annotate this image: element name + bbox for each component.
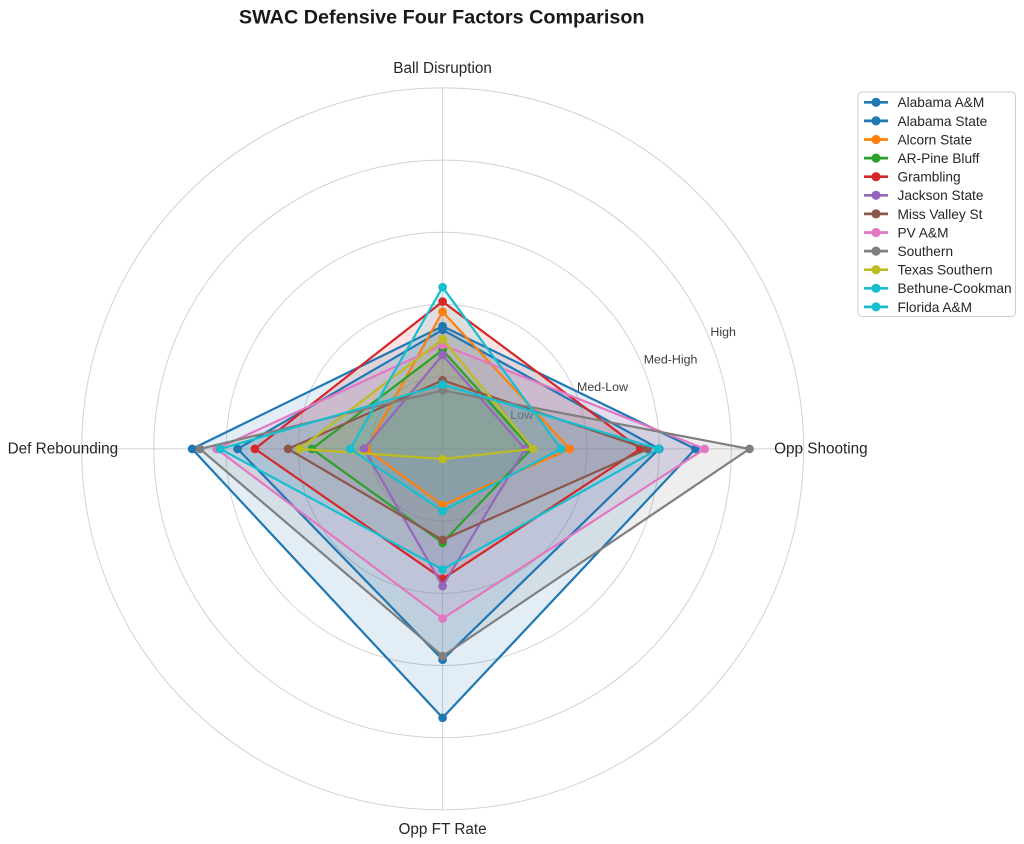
svg-text:Southern: Southern [898, 244, 954, 259]
svg-text:AR-Pine Bluff: AR-Pine Bluff [898, 151, 980, 166]
svg-text:Opp Shooting: Opp Shooting [774, 441, 868, 458]
svg-text:Florida A&M: Florida A&M [898, 300, 973, 315]
svg-text:Alcorn State: Alcorn State [898, 132, 973, 147]
svg-text:Texas Southern: Texas Southern [898, 263, 993, 278]
svg-text:Med-Low: Med-Low [577, 380, 628, 394]
svg-text:Opp FT Rate: Opp FT Rate [399, 821, 487, 838]
svg-text:Bethune-Cookman: Bethune-Cookman [898, 281, 1012, 296]
svg-text:High: High [710, 325, 736, 339]
svg-text:Miss Valley St: Miss Valley St [898, 207, 983, 222]
svg-text:Jackson State: Jackson State [898, 188, 984, 203]
svg-text:Ball Disruption: Ball Disruption [393, 60, 492, 77]
svg-text:Low: Low [510, 408, 533, 422]
svg-text:SWAC Defensive Four Factors Co: SWAC Defensive Four Factors Comparison [239, 7, 645, 29]
svg-text:Alabama State: Alabama State [898, 114, 988, 129]
svg-text:Med-High: Med-High [644, 353, 698, 367]
svg-text:Def Rebounding: Def Rebounding [8, 441, 119, 458]
svg-text:Grambling: Grambling [898, 170, 961, 185]
svg-text:PV A&M: PV A&M [898, 225, 949, 240]
svg-text:Alabama A&M: Alabama A&M [898, 95, 985, 110]
